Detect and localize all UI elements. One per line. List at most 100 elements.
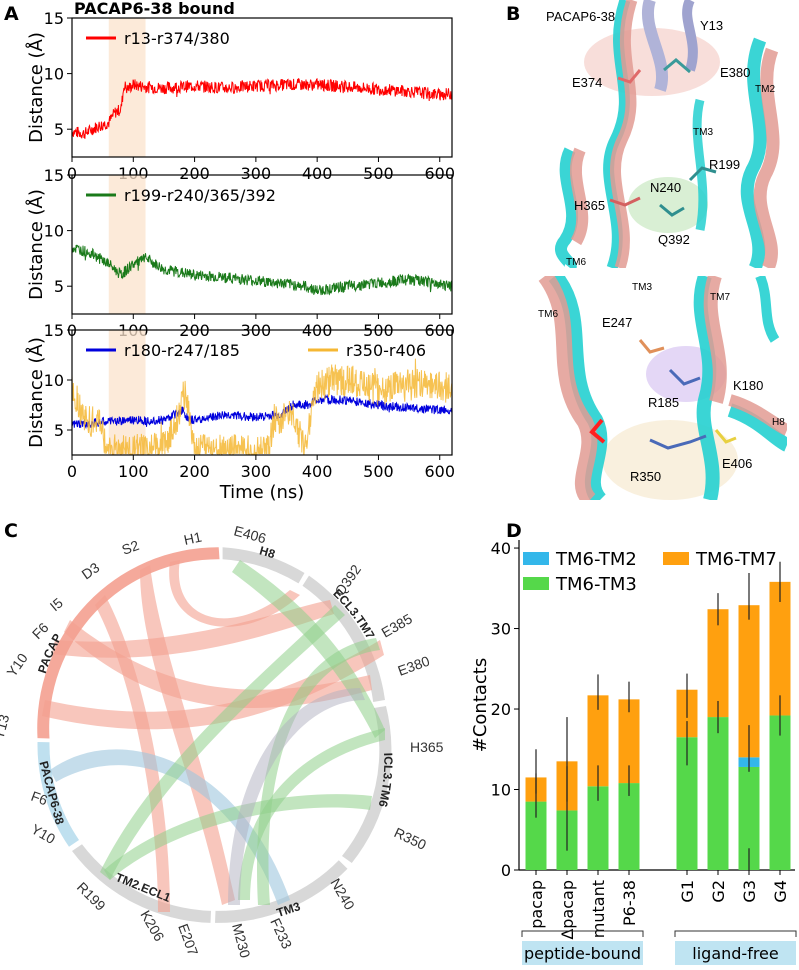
residue-e385: E385 — [379, 610, 416, 640]
y-axis-label: Distance (Å) — [25, 32, 47, 143]
structure-top-view: PACAP6-38 Y13 E374 E380 TM2 TM3 R199 N24… — [533, 0, 787, 268]
series-line-r350-r406 — [72, 358, 452, 455]
label-h8: H8 — [772, 417, 785, 428]
tm-helix-cyan-right — [740, 37, 767, 268]
y-tick-label: 5 — [54, 120, 64, 139]
y-tick-label: 5 — [54, 421, 64, 440]
panel-b-structure: PACAP6-38 Y13 E374 E380 TM2 TM3 R199 N24… — [533, 0, 787, 500]
legend-swatch — [523, 552, 549, 565]
chord-i5-ecl3 — [64, 620, 372, 709]
x-tick-label: 200 — [179, 462, 210, 481]
segment-pacap6-38 — [37, 742, 79, 847]
x-tick-label: 500 — [363, 164, 394, 183]
label-pacap6-38: PACAP6-38 — [546, 9, 615, 24]
label-h365: H365 — [574, 198, 605, 213]
bar-tm6-tm7-3 — [618, 699, 640, 784]
residue-d3: D3 — [79, 559, 103, 582]
chord-ecl3-tm2 — [100, 605, 345, 880]
legend-label: r199-r240/365/392 — [124, 186, 276, 205]
panel-label-c: C — [4, 520, 18, 542]
label-tm2: TM2 — [755, 84, 775, 95]
bar-tm6-tm3-4 — [676, 737, 698, 870]
chord-tm6-tm3-gray — [228, 688, 365, 905]
y-tick-label: 15 — [44, 321, 64, 340]
highlight-window — [108, 175, 146, 314]
label-tm6: TM6 — [566, 257, 586, 268]
residue-r199: R199 — [74, 879, 109, 914]
y-tick-label: 10 — [44, 65, 64, 84]
y-tick-label: 20 — [491, 700, 511, 719]
x-tick-label: G4 — [771, 880, 790, 903]
bar-tm6-tm3-3 — [618, 783, 640, 870]
group-label: ligand-free — [692, 944, 778, 963]
plot-title: PACAP6-38 bound — [74, 0, 235, 18]
plot-frame — [71, 174, 453, 315]
residue-e380: E380 — [396, 653, 432, 679]
legend-label: r180-r247/185 — [124, 341, 240, 360]
residue-f6-p638: F6 — [29, 788, 50, 809]
y-tick-label: 30 — [491, 620, 511, 639]
y-axis-label: Distance (Å) — [25, 189, 47, 300]
y-tick-label: 15 — [44, 166, 64, 185]
label-tm3: TM3 — [693, 127, 713, 138]
bar-tm6-tm7-2 — [587, 695, 609, 787]
x-tick-label: G1 — [678, 880, 697, 903]
x-tick-label: pacap — [527, 880, 546, 929]
plot-frame — [71, 329, 453, 456]
legend-label: TM6-TM7 — [695, 549, 777, 570]
label-e247: E247 — [602, 315, 632, 330]
label-tm6-b: TM6 — [538, 309, 558, 320]
structure-bottom-view: TM3 TM7 TM6 E247 R185 K180 H8 R350 E406 — [533, 276, 787, 500]
tm-helix-salmon-left — [610, 0, 638, 268]
chord-f6-h8 — [52, 600, 334, 658]
panel-c-chord-diagram: PACAP H8 ECL3.TM7 ICL3.TM6 TM3 TM2.ECL1 … — [0, 522, 444, 959]
legend-label: TM6-TM2 — [555, 549, 637, 570]
legend-label: r13-r374/380 — [124, 29, 230, 48]
x-tick-label: G3 — [740, 880, 759, 903]
label-r199: R199 — [709, 157, 740, 172]
y-tick-label: 0 — [501, 861, 511, 880]
label-tm3-b: TM3 — [632, 282, 652, 293]
x-tick-label: P6-38 — [620, 880, 639, 926]
group-label: peptide-bound — [524, 944, 641, 963]
segment-ecl3-tm7 — [302, 575, 385, 702]
x-tick-label: mutant — [589, 880, 608, 938]
chord-h1-ecl3 — [169, 560, 300, 627]
label-n240: N240 — [650, 180, 681, 195]
x-tick-label: 0 — [67, 164, 77, 183]
chord-s2-tm3 — [140, 565, 235, 905]
series-line-r13-r374-380 — [72, 77, 452, 139]
y-tick-label: 15 — [44, 9, 64, 28]
tm-helix-salmon-right — [753, 47, 780, 268]
bar-tm6-tm7-5 — [707, 609, 729, 718]
x-tick-label: 600 — [424, 164, 455, 183]
x-tick-label: Δpacap — [558, 880, 577, 940]
label-r185: R185 — [648, 395, 679, 410]
segment-tm3 — [215, 860, 348, 923]
label-r350: R350 — [630, 469, 661, 484]
residue-m230: M230 — [229, 922, 254, 960]
label-e406: E406 — [722, 456, 752, 471]
residue-q392: Q392 — [331, 561, 364, 598]
bar-chart: 0 10 20 30 40 #Contacts pacap Δpacap mutant P6-38… — [470, 539, 797, 965]
x-tick-label: 400 — [302, 164, 333, 183]
segment-h8 — [222, 547, 305, 584]
chord-d3-tm2 — [95, 595, 170, 912]
residue-e207: E207 — [175, 922, 201, 958]
chords — [42, 560, 385, 912]
bar-tm6-tm3-6 — [738, 766, 760, 870]
y-axis-label: #Contacts — [470, 658, 491, 753]
residue-y13: Y13 — [0, 712, 12, 740]
label-k180: K180 — [733, 378, 763, 393]
bar-tm6-tm3-0 — [525, 801, 547, 870]
residue-f233: F233 — [267, 916, 295, 952]
pocket-green-shade — [628, 177, 708, 233]
y-axis-label: Distance (Å) — [25, 337, 47, 448]
x-axis-label: Time (ns) — [219, 482, 305, 503]
label-e380: E380 — [720, 65, 750, 80]
residue-h1: H1 — [182, 529, 203, 548]
residue-y10-pacap: Y10 — [3, 650, 31, 680]
chord-tm6-tm2 — [104, 794, 372, 880]
